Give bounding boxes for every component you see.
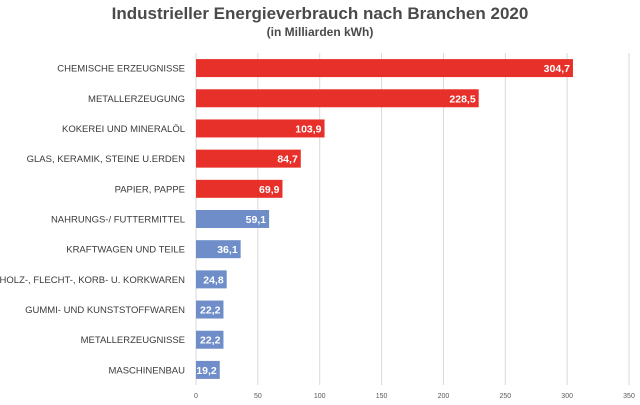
category-label: GUMMI- UND KUNSTSTOFFWAREN: [25, 305, 185, 316]
category-labels: CHEMISCHE ERZEUGNISSE METALLERZEUGUNG KOKE…: [0, 64, 185, 377]
category-label: KRAFTWAGEN UND TEILE: [66, 245, 185, 256]
value-label: 69,9: [259, 184, 280, 196]
bar: [196, 270, 227, 289]
x-tick-label: 100: [314, 393, 326, 400]
x-tick-label: 0: [194, 393, 198, 400]
bar: [196, 360, 220, 379]
bar: [196, 300, 224, 319]
value-label: 228,5: [449, 93, 475, 105]
value-label: 103,9: [295, 123, 321, 135]
x-tick-label: 150: [376, 393, 388, 400]
category-label: CHEMISCHE ERZEUGNISSE: [57, 64, 185, 75]
value-label: 22,2: [200, 305, 221, 317]
bars: [196, 59, 573, 379]
value-label: 84,7: [277, 154, 298, 166]
bar: [196, 330, 224, 349]
bar: [196, 240, 241, 259]
category-label: NAHRUNGS-/ FUTTERMITTEL: [51, 215, 185, 226]
bar: [196, 59, 573, 78]
category-label: METALLERZEUGUNG: [88, 94, 185, 105]
category-label: GLAS, KERAMIK, STEINE U.ERDEN: [27, 154, 186, 165]
bar: [196, 119, 325, 138]
value-label: 24,8: [203, 274, 224, 286]
category-label: PAPIER, PAPPE: [115, 184, 185, 195]
chart-subtitle: (in Milliarden kWh): [266, 25, 374, 39]
gridlines: [195, 53, 630, 385]
category-label: HOLZ-, FLECHT-, KORB- U. KORKWAREN: [0, 275, 185, 286]
category-label: KOKEREI UND MINERALÖL: [62, 124, 185, 135]
x-tick-label: 50: [254, 393, 262, 400]
value-labels: 304,7 228,5 103,9 84,7 69,9 59,1 36,1 24,8 22,2 2…: [196, 63, 570, 377]
x-tick-label: 250: [499, 393, 511, 400]
value-label: 22,2: [200, 335, 221, 347]
value-label: 19,2: [196, 365, 217, 377]
x-tick-label: 300: [561, 393, 573, 400]
x-axis-ticks: 0 50 100 150 200 250 300 350: [194, 393, 635, 400]
x-tick-label: 350: [623, 393, 635, 400]
bar: [196, 149, 301, 168]
value-label: 59,1: [246, 214, 267, 226]
value-label: 304,7: [544, 63, 570, 75]
bar: [196, 89, 479, 108]
bar: [196, 210, 270, 228]
value-label: 36,1: [217, 244, 238, 256]
x-tick-label: 200: [438, 393, 450, 400]
category-label: MASCHINENBAU: [108, 365, 185, 376]
category-label: METALLERZEUGNISSE: [81, 335, 185, 346]
bar: [196, 179, 283, 198]
chart-title: Industrieller Energieverbrauch nach Bran…: [111, 4, 529, 23]
